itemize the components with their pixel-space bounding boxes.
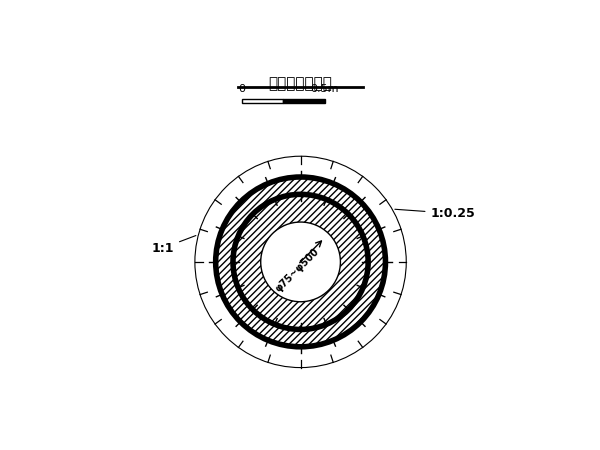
Text: 0: 0 <box>238 84 245 94</box>
Text: 1:0.25: 1:0.25 <box>395 207 475 220</box>
Text: 穴状整地平面图: 穴状整地平面图 <box>269 76 332 91</box>
Circle shape <box>261 222 340 302</box>
Text: φ75~φ500: φ75~φ500 <box>273 247 321 294</box>
Polygon shape <box>215 177 385 347</box>
Text: 0.5m: 0.5m <box>311 84 339 94</box>
Bar <box>242 99 283 103</box>
Text: 1:1: 1:1 <box>152 235 196 255</box>
Bar <box>283 99 325 103</box>
